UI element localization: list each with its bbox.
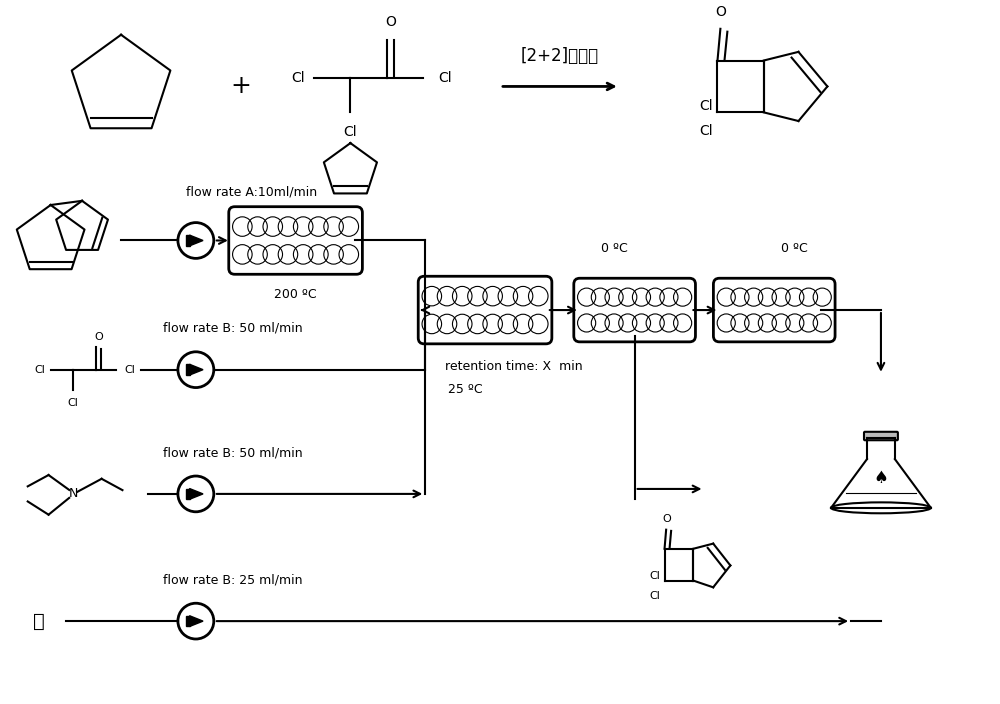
Polygon shape [186,489,190,499]
Text: Cl: Cl [699,99,713,113]
Text: Cl: Cl [124,365,135,375]
Text: retention time: X  min: retention time: X min [445,360,583,372]
Text: flow rate B: 50 ml/min: flow rate B: 50 ml/min [163,446,303,459]
Text: Cl: Cl [292,72,305,85]
Text: ♠: ♠ [874,469,888,487]
Text: N: N [69,487,78,501]
Text: Cl: Cl [68,398,79,408]
Text: Cl: Cl [699,125,713,138]
Text: 200 ºC: 200 ºC [274,288,317,301]
Text: 0 ºC: 0 ºC [781,242,808,256]
Text: flow rate B: 50 ml/min: flow rate B: 50 ml/min [163,322,303,335]
Text: O: O [663,514,671,524]
Text: Cl: Cl [344,125,357,139]
Polygon shape [186,616,190,627]
Text: flow rate B: 25 ml/min: flow rate B: 25 ml/min [163,573,302,586]
Text: 水: 水 [33,612,45,631]
Text: Cl: Cl [650,571,661,581]
Polygon shape [190,364,203,375]
Polygon shape [190,489,203,499]
FancyBboxPatch shape [574,278,695,342]
Text: O: O [715,5,726,19]
Text: Cl: Cl [439,72,452,85]
FancyBboxPatch shape [713,278,835,342]
Text: +: + [230,75,251,99]
FancyBboxPatch shape [418,276,552,344]
Text: Cl: Cl [650,591,661,601]
Text: flow rate A:10ml/min: flow rate A:10ml/min [186,186,317,199]
FancyBboxPatch shape [864,432,898,440]
FancyBboxPatch shape [229,207,362,275]
Polygon shape [186,364,190,375]
Polygon shape [190,235,203,246]
Text: 0 ºC: 0 ºC [601,242,628,256]
Polygon shape [190,616,203,627]
Text: Cl: Cl [34,365,45,375]
Text: [2+2]环加成: [2+2]环加成 [521,46,599,65]
Text: O: O [385,15,396,30]
Text: O: O [94,332,103,341]
Text: 25 ºC: 25 ºC [448,382,482,396]
Polygon shape [186,235,190,246]
